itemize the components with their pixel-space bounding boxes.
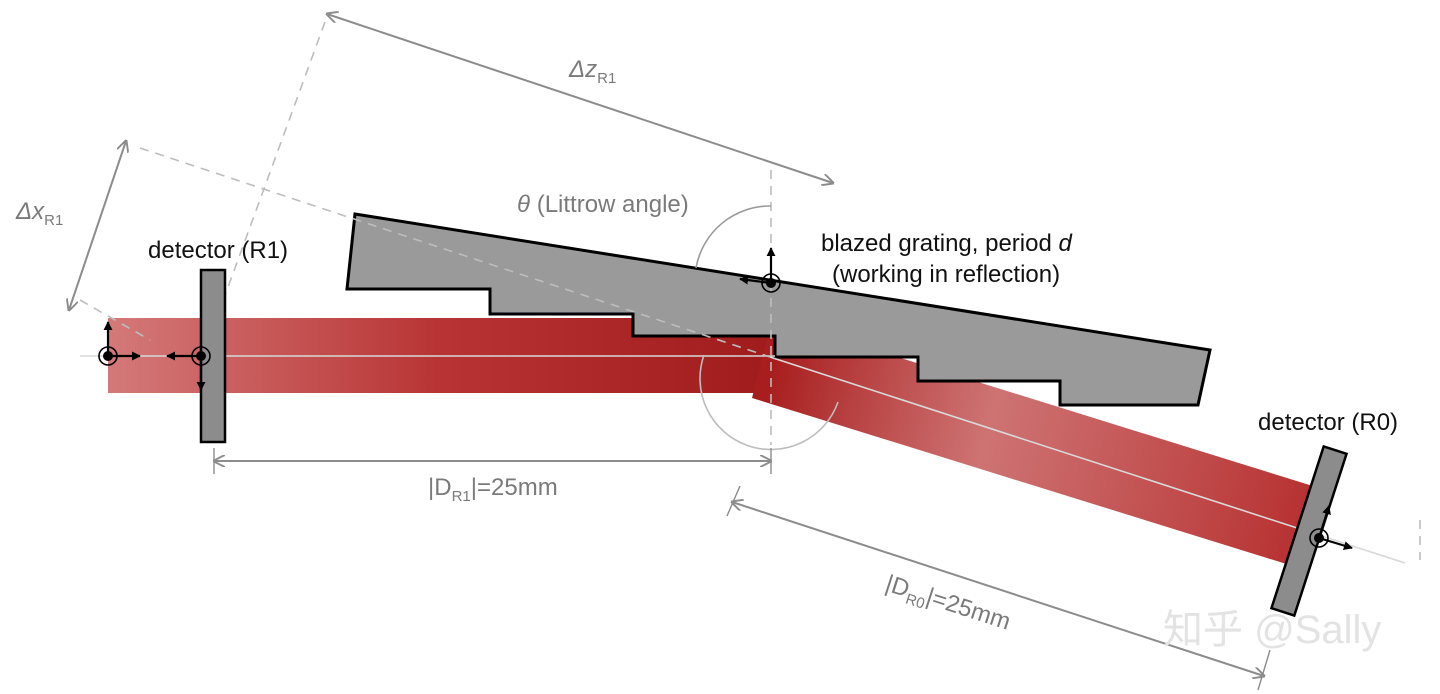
delta-x-label: ΔxR1 (15, 198, 63, 229)
dr0-dimension (732, 502, 1264, 676)
delta-x-dimension (69, 141, 126, 310)
lower-angle-arc (699, 354, 839, 451)
grating-label-line1: blazed grating, period d (821, 230, 1073, 257)
dr0-extension-left (726, 485, 741, 517)
delta-z-label: ΔzR1 (568, 56, 616, 87)
littrow-angle-label: θ (Littrow angle) (517, 191, 689, 218)
coordinate-triad-grating (739, 247, 781, 293)
dashed-grating-surface-line (79, 299, 151, 341)
delta-z-dimension (327, 14, 833, 183)
coordinate-triad-detector-r0 (1309, 505, 1353, 550)
dr1-label: |DR1|=25mm (428, 474, 558, 505)
watermark-text: 知乎 @Sally (1163, 608, 1381, 652)
grating-period-symbol: d (1059, 230, 1073, 257)
dr0-label: |DR0|=25mm (881, 570, 1014, 639)
detector-r0-label: detector (R0) (1258, 409, 1398, 436)
grating-label-line2: (working in reflection) (832, 261, 1060, 288)
dr0-extension-right (1257, 649, 1271, 691)
coordinate-triad-detector-r1 (166, 346, 211, 391)
coordinate-triad-source (98, 321, 141, 366)
detector-r1-label: detector (R1) (148, 237, 288, 264)
littrow-angle-arc (695, 205, 772, 269)
blazed-grating (345, 212, 1212, 407)
